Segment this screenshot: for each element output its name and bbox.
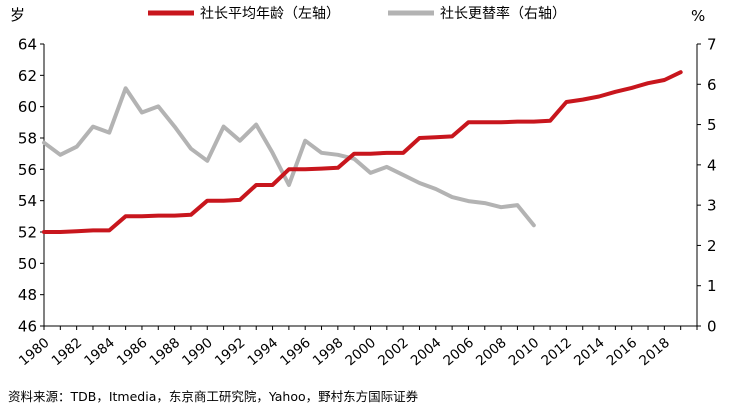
x-tick-label: 1984 <box>81 335 118 369</box>
right-y-tick-label: 5 <box>707 116 717 134</box>
right-y-tick-label: 7 <box>707 36 717 54</box>
x-tick-label: 2004 <box>408 335 445 369</box>
right-y-tick-label: 2 <box>707 237 717 255</box>
x-tick-label: 2000 <box>342 335 379 369</box>
x-tick-label: 1992 <box>212 335 249 369</box>
right-y-tick-label: 4 <box>707 156 717 174</box>
right-y-tick-label: 3 <box>707 197 717 215</box>
x-tick-label: 1996 <box>277 335 314 369</box>
x-tick-label: 2016 <box>604 335 641 369</box>
left-y-tick-label: 48 <box>18 286 37 304</box>
x-tick-label: 1986 <box>114 335 151 369</box>
left-y-tick-label: 50 <box>18 255 37 273</box>
right-y-tick-label: 0 <box>707 318 717 336</box>
x-tick-label: 2006 <box>440 335 477 369</box>
left-y-tick-label: 64 <box>18 36 37 54</box>
x-tick-label: 2012 <box>538 335 575 369</box>
x-tick-label: 1988 <box>147 335 184 369</box>
right-y-tick-label: 1 <box>707 277 717 295</box>
turnover-rate-line <box>42 86 536 228</box>
right-axis-unit: % <box>691 7 705 25</box>
left-axis-unit: 岁 <box>10 6 25 24</box>
x-tick-label: 1980 <box>16 335 53 369</box>
series-lines <box>42 70 683 234</box>
left-y-tick-label: 54 <box>18 192 37 210</box>
legend-label: 社长平均年龄（左轴） <box>200 6 340 22</box>
left-y-tick-label: 56 <box>18 161 37 179</box>
average-age-line <box>42 70 683 234</box>
x-tick-label: 1994 <box>245 335 282 369</box>
left-y-tick-label: 60 <box>18 98 37 116</box>
x-tick-label: 1982 <box>49 335 86 369</box>
x-tick-label: 1990 <box>179 335 216 369</box>
x-tick-label: 2002 <box>375 335 412 369</box>
left-y-tick-label: 52 <box>18 224 37 242</box>
x-tick-label: 2008 <box>473 335 510 369</box>
x-tick-label: 1998 <box>310 335 347 369</box>
left-y-tick-label: 62 <box>18 67 37 85</box>
x-tick-label: 2018 <box>636 335 673 369</box>
x-tick-label: 2010 <box>506 335 543 369</box>
axes: 4648505254565860626401234567198019821984… <box>10 6 717 369</box>
right-y-tick-label: 6 <box>707 76 717 94</box>
legend: 社长平均年龄（左轴） 社长更替率（右轴） <box>148 5 566 22</box>
left-y-tick-label: 58 <box>18 130 37 148</box>
x-tick-label: 2014 <box>571 335 608 369</box>
legend-label: 社长更替率（右轴） <box>440 5 566 22</box>
source-note: 资料来源：TDB，Itmedia，东京商工研究院，Yahoo，野村东方国际证券 <box>8 389 419 404</box>
left-y-tick-label: 46 <box>18 318 37 336</box>
